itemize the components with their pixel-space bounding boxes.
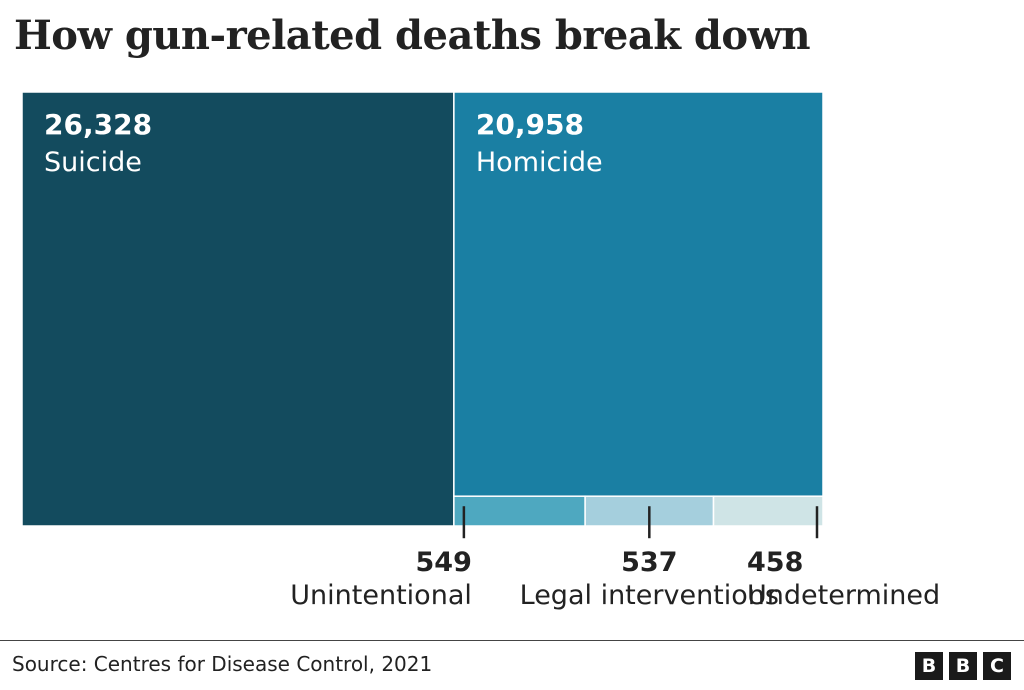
treemap-cell-homicide <box>453 91 824 497</box>
data-label-legal-interventions: Legal interventions <box>520 580 779 611</box>
data-label-value-legal-interventions: 537 <box>621 547 677 578</box>
treemap-cell-unintentional <box>453 495 586 527</box>
chart-title: How gun-related deaths break down <box>14 12 811 59</box>
source-note: Source: Centres for Disease Control, 202… <box>12 652 433 676</box>
data-label-value-homicide: 20,958 <box>476 108 584 141</box>
bbc-logo: B B C <box>915 652 1011 680</box>
data-label-value-unintentional: 549 <box>416 547 472 578</box>
bbc-logo-letter: C <box>983 652 1011 680</box>
data-label-undetermined: Undetermined <box>747 580 940 611</box>
treemap-chart: 26,328 Suicide 20,958 Homicide 549Unintentio… <box>21 91 940 611</box>
bbc-logo-letter: B <box>915 652 943 680</box>
footer-divider <box>0 640 1024 641</box>
data-label-value-suicide: 26,328 <box>44 108 152 141</box>
data-label-value-undetermined: 458 <box>747 547 803 578</box>
treemap-cell-suicide <box>21 91 455 527</box>
bbc-logo-letter: B <box>949 652 977 680</box>
data-label-homicide: Homicide <box>476 147 603 178</box>
treemap-cell-undetermined <box>712 495 824 527</box>
data-label-unintentional: Unintentional <box>290 580 472 611</box>
data-label-suicide: Suicide <box>44 147 142 178</box>
